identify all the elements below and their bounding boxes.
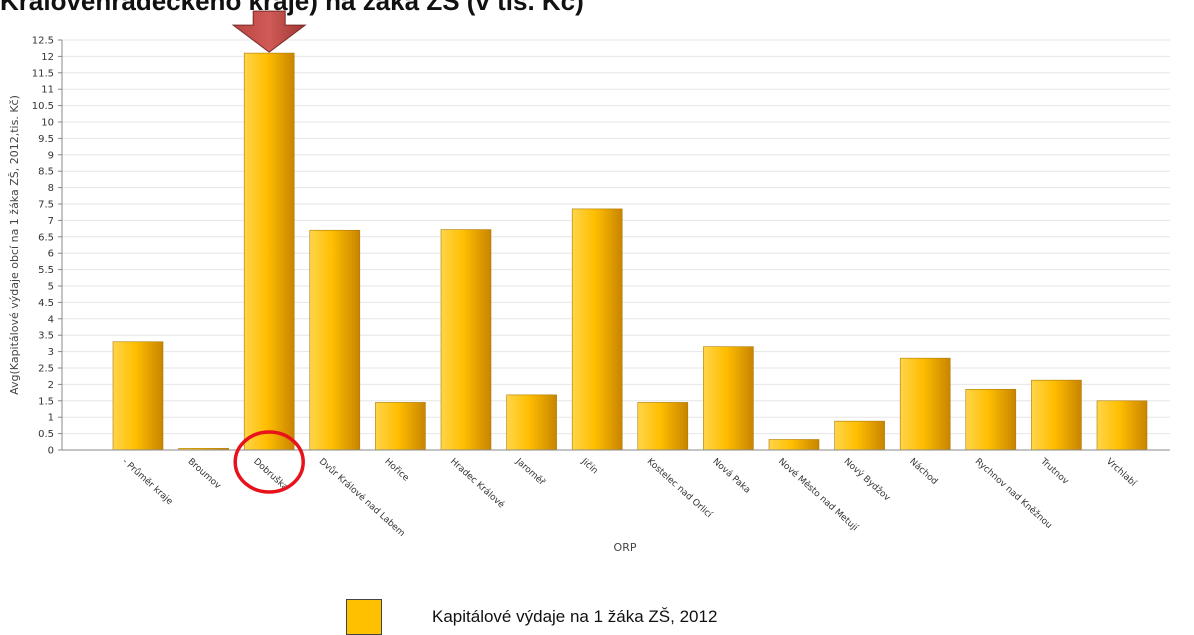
x-tick-label: Nový Bydžov <box>842 457 893 504</box>
bar <box>1096 400 1148 451</box>
y-tick-label: 2.5 <box>38 364 54 375</box>
legend: Kapitálové výdaje na 1 žáka ZŠ, 2012 <box>346 599 718 635</box>
bar <box>112 341 164 451</box>
y-tick-label: 8 <box>48 183 54 194</box>
y-tick-label: 2 <box>48 380 54 391</box>
x-tick-label: Hradec Králové <box>448 456 507 511</box>
y-tick-label: 11.5 <box>32 68 54 79</box>
highlight-circle <box>233 430 305 494</box>
highlight-arrow <box>231 10 307 53</box>
legend-label: Kapitálové výdaje na 1 žáka ZŠ, 2012 <box>432 607 718 626</box>
x-tick-label: Nová Paka <box>710 457 752 496</box>
x-tick-label: Trutnov <box>1038 456 1071 487</box>
bar <box>703 346 754 451</box>
y-tick-label: 1 <box>48 413 54 424</box>
x-tick-label: Jičín <box>578 455 600 476</box>
bar-chart: 00.511.522.533.544.555.566.577.588.599.5… <box>8 10 1170 554</box>
bar <box>1031 379 1082 451</box>
x-tick-label: Náchod <box>907 457 939 487</box>
y-tick-label: 5.5 <box>38 265 54 276</box>
bar <box>768 439 820 451</box>
bar <box>637 402 689 451</box>
x-tick-label: Jaroměř <box>513 456 547 488</box>
y-tick-label: 5 <box>48 282 54 293</box>
bar <box>899 357 951 451</box>
y-tick-label: 7 <box>48 216 54 227</box>
y-tick-label: 3.5 <box>38 331 54 342</box>
y-tick-label: 10.5 <box>32 101 54 112</box>
x-axis-label: ORP <box>614 541 637 554</box>
y-tick-label: 0 <box>48 446 54 457</box>
y-tick-label: 4.5 <box>38 298 54 309</box>
y-tick-label: 3 <box>48 347 54 358</box>
x-tick-label: Hořice <box>382 457 411 484</box>
x-tick-label: - Průměr kraje <box>120 456 175 507</box>
y-tick-label: 12.5 <box>32 36 54 47</box>
y-axis-label: Avg(Kapitálové výdaje obcí na 1 žáka ZŠ,… <box>8 95 21 395</box>
x-tick-label: Rychnov nad Kněžnou <box>973 457 1054 531</box>
x-tick-label: Kostelec nad Orlicí <box>645 457 714 521</box>
x-axis-categories: - Průměr kraje Broumov Dobruška Dvůr Králov… <box>120 455 1138 539</box>
bar <box>440 229 492 451</box>
y-tick-label: 12 <box>41 52 54 63</box>
y-tick-label: 9.5 <box>38 134 54 145</box>
y-tick-label: 9 <box>48 150 54 161</box>
y-axis-ticks: 00.511.522.533.544.555.566.577.588.599.5… <box>32 36 62 457</box>
bar <box>309 229 361 451</box>
bar <box>965 389 1017 451</box>
bar <box>375 402 426 451</box>
bars <box>112 52 1148 451</box>
y-tick-label: 8.5 <box>38 167 54 178</box>
y-tick-label: 4 <box>48 314 54 325</box>
y-tick-label: 10 <box>41 118 54 129</box>
bar <box>506 394 557 451</box>
bar <box>834 420 885 451</box>
x-tick-label: Vrchlabí <box>1104 457 1138 489</box>
y-tick-label: 11 <box>41 85 54 96</box>
y-tick-label: 6.5 <box>38 232 54 243</box>
legend-swatch <box>346 599 382 635</box>
x-tick-label: Broumov <box>186 457 223 492</box>
bar <box>243 52 295 451</box>
y-tick-label: 6 <box>48 249 54 260</box>
y-tick-label: 0.5 <box>38 429 54 440</box>
chart-title: Královehradeckého kraje) na žáka ZŠ (v t… <box>0 0 584 16</box>
y-tick-label: 7.5 <box>38 200 54 211</box>
bar <box>571 208 623 451</box>
annotations <box>231 10 307 494</box>
y-tick-label: 1.5 <box>38 396 54 407</box>
